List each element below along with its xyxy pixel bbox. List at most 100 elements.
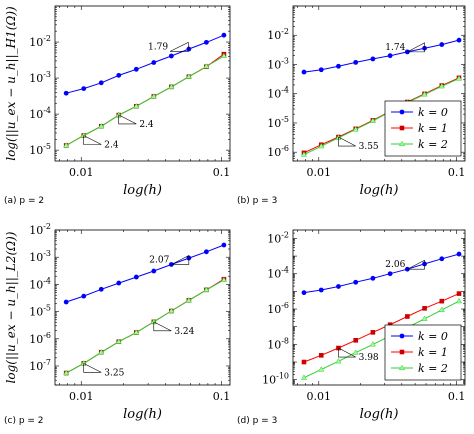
legend-label: k = 2	[418, 362, 448, 375]
series-line	[303, 78, 460, 156]
data-point	[335, 357, 342, 364]
series-line	[303, 253, 460, 294]
data-point	[150, 93, 157, 99]
y-tick-label: 10-6	[267, 144, 289, 159]
slope-annotation: 3.25	[83, 363, 125, 378]
series-2	[63, 276, 227, 376]
y-tick-label: 10-4	[29, 106, 51, 121]
data-point	[387, 53, 393, 59]
data-point	[133, 66, 139, 72]
y-tick-label: 10-5	[29, 304, 51, 319]
x-tick-label: 0.1	[448, 390, 466, 403]
slope-triangle	[118, 114, 137, 125]
data-point	[98, 348, 105, 355]
data-point	[185, 73, 192, 79]
slope-annotation: 3.98	[338, 347, 379, 363]
slope-label: 1.79	[148, 42, 168, 52]
legend-marker	[398, 140, 406, 147]
data-point	[301, 359, 307, 365]
data-point	[318, 287, 324, 293]
data-point	[63, 90, 69, 96]
slope-triangle	[153, 321, 172, 332]
x-tick-label: 0.01	[69, 166, 94, 179]
y-tick-label: 10-3	[29, 70, 51, 85]
data-point	[168, 53, 174, 59]
data-point	[387, 271, 393, 277]
data-point	[203, 39, 209, 45]
data-point	[186, 46, 192, 52]
series-line	[303, 293, 460, 363]
data-point	[318, 353, 324, 358]
data-point	[133, 329, 140, 335]
data-point	[456, 251, 462, 257]
slope-annotation: 1.74	[385, 42, 425, 53]
data-point	[221, 32, 227, 38]
x-tick-label: 0.01	[69, 390, 94, 403]
series-line	[66, 34, 225, 94]
legend-marker	[399, 333, 405, 339]
data-point	[370, 330, 376, 335]
plot-frame	[292, 5, 466, 162]
plot-frame	[54, 229, 231, 386]
slope-annotation: 3.55	[338, 136, 379, 152]
y-axis-label: log(||u_ex − u_h||_H1(Ω))	[4, 6, 18, 161]
x-tick-label: 0.1	[213, 166, 231, 179]
y-tick-label: 10-8	[267, 336, 289, 351]
plot-frame	[292, 229, 466, 386]
data-point	[438, 306, 445, 312]
slope-triangle	[338, 347, 356, 358]
y-tick-label: 10-2	[29, 34, 51, 49]
slope-label: 2.06	[385, 260, 405, 270]
data-point	[98, 122, 105, 129]
data-point	[455, 75, 463, 81]
data-point	[439, 298, 445, 304]
data-point	[220, 52, 227, 59]
data-point	[81, 293, 87, 299]
series-line	[303, 300, 460, 379]
data-point	[98, 286, 104, 292]
data-point	[115, 338, 122, 344]
data-point	[352, 126, 359, 132]
data-point	[456, 291, 462, 296]
data-point	[98, 80, 104, 86]
data-point	[300, 374, 308, 380]
series-0	[63, 32, 227, 96]
data-point	[352, 349, 359, 355]
y-tick-label: 10-6	[29, 331, 51, 346]
panel-0: 0.01 0.1 10-5 10-4 10-3 10-2 log(h) log(||u_ex …	[4, 5, 231, 198]
y-tick-label: 10-3	[267, 56, 289, 71]
x-axis-label: log(h)	[360, 407, 399, 422]
data-point	[439, 42, 445, 47]
data-point	[203, 249, 209, 255]
slope-label: 3.24	[174, 327, 194, 337]
data-point	[318, 366, 325, 372]
data-point	[301, 290, 307, 296]
data-point	[370, 275, 376, 281]
y-tick-label: 10-7	[29, 358, 51, 373]
data-point	[185, 296, 192, 303]
data-point	[455, 297, 463, 304]
data-point	[63, 369, 70, 376]
data-point	[63, 299, 69, 305]
x-tick-label: 0.1	[448, 166, 466, 179]
slope-label: 3.25	[104, 368, 124, 378]
slope-label: 1.74	[385, 43, 405, 53]
data-point	[63, 142, 70, 148]
panel-1: 0.01 0.1 10-6 10-5 10-4 10-3 10-2 log(h) 1.74 3.5…	[267, 5, 466, 198]
series-line	[65, 55, 225, 146]
data-point	[81, 86, 87, 92]
data-point	[353, 59, 359, 65]
legend-label: k = 1	[418, 346, 448, 359]
slope-annotation: 2.06	[385, 259, 425, 270]
legend-label: k = 0	[418, 106, 448, 119]
slope-annotation: 1.79	[148, 41, 189, 52]
series-0	[63, 242, 227, 305]
data-point	[370, 56, 376, 62]
plot-frame	[54, 5, 231, 162]
series-2	[300, 75, 463, 157]
data-point	[369, 117, 376, 123]
series-line	[65, 279, 225, 374]
legend-marker	[399, 349, 405, 355]
